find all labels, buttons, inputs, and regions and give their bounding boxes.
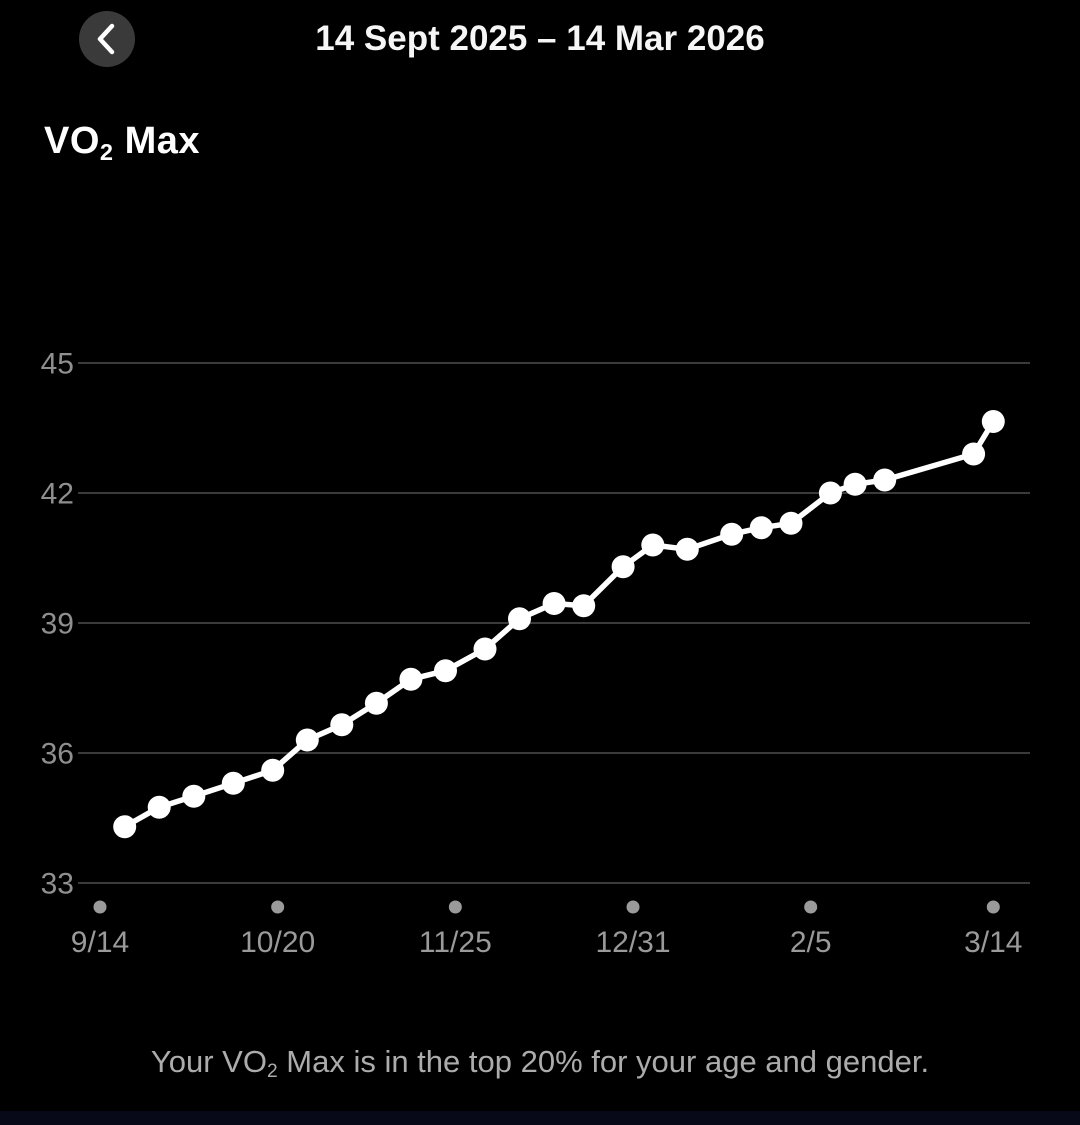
- vo2-line-chart: 33 36 39 42 45 9/14 10/20 11/25 12/31 2/5 3/14: [0, 330, 1080, 990]
- page-title: VO2 Max: [44, 120, 200, 165]
- data-point-marker: [779, 511, 803, 535]
- x-tick-dot: [448, 900, 462, 914]
- date-range-title: 14 Sept 2025 – 14 Mar 2026: [315, 19, 765, 58]
- data-point-marker: [221, 771, 245, 795]
- data-point-marker: [843, 472, 867, 496]
- data-point-marker: [641, 533, 665, 557]
- caption-subscript: 2: [266, 1061, 278, 1083]
- data-point-marker: [147, 795, 171, 819]
- data-point-marker: [182, 784, 206, 808]
- x-tick-dot: [626, 900, 640, 914]
- x-tick-dot: [804, 900, 818, 914]
- data-point-marker: [962, 442, 986, 466]
- page-title-subscript: 2: [99, 138, 114, 165]
- data-point-marker: [542, 592, 566, 615]
- x-axis-label: 9/14: [71, 926, 129, 959]
- data-point-marker: [572, 594, 596, 618]
- data-point-marker: [261, 758, 285, 782]
- caption-text-end: Max is in the top 20% for your age and g…: [277, 1044, 930, 1079]
- data-point-marker: [675, 537, 699, 561]
- header: 14 Sept 2025 – 14 Mar 2026: [0, 0, 1080, 78]
- x-tick-dot: [271, 900, 285, 914]
- chart-svg: 33 36 39 42 45 9/14 10/20 11/25 12/31 2/5 3/14: [41, 348, 1030, 959]
- x-axis-label: 12/31: [595, 926, 670, 959]
- x-axis-label: 2/5: [790, 926, 832, 959]
- data-point-marker: [720, 522, 744, 546]
- caption: Your VO2 Max is in the top 20% for your …: [0, 1044, 1080, 1083]
- data-point-marker: [295, 728, 319, 752]
- data-point-marker: [873, 468, 897, 492]
- y-axis-label: 36: [41, 738, 74, 771]
- x-axis-label: 3/14: [964, 926, 1022, 959]
- back-chevron-icon: [97, 23, 115, 55]
- data-point-marker: [434, 659, 457, 683]
- x-axis-label: 11/25: [419, 926, 492, 959]
- bottom-bar: [0, 1111, 1080, 1125]
- x-axis-label: 10/20: [240, 926, 315, 959]
- caption-text: Your VO: [150, 1044, 267, 1079]
- back-button[interactable]: [79, 11, 135, 67]
- x-tick-dot: [93, 900, 107, 914]
- x-tick-dot: [986, 900, 1000, 914]
- y-axis-label: 42: [41, 478, 74, 511]
- data-point-marker: [399, 667, 423, 691]
- data-point-marker: [113, 815, 137, 839]
- y-axis-label: 33: [41, 868, 74, 901]
- data-point-marker: [611, 555, 635, 579]
- y-axis-label: 39: [41, 608, 74, 641]
- data-point-marker: [749, 516, 773, 540]
- page-title-text-end: Max: [113, 120, 200, 162]
- data-point-marker: [330, 713, 354, 737]
- data-point-marker: [818, 481, 842, 505]
- data-point-marker: [364, 691, 388, 715]
- data-point-marker: [508, 607, 531, 631]
- y-axis-label: 45: [41, 348, 74, 381]
- page-title-text: VO: [44, 120, 100, 162]
- data-point-marker: [981, 410, 1005, 433]
- data-point-marker: [473, 637, 497, 661]
